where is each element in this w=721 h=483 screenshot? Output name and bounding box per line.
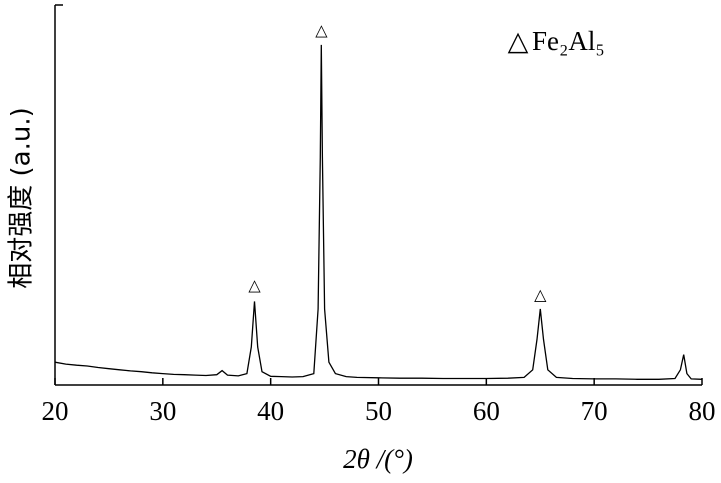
x-tick-label: 80 <box>689 396 716 426</box>
peak-marker: △ <box>248 278 261 295</box>
x-axis-label: 2θ /(°) <box>343 444 413 474</box>
y-axis-label: 相对强度 (a.u.) <box>7 107 37 289</box>
peak-marker: △ <box>534 287 547 304</box>
xrd-line <box>54 44 703 380</box>
x-tick-label: 60 <box>473 396 500 426</box>
x-tick-label: 30 <box>149 396 176 426</box>
legend-marker: △ <box>508 26 529 56</box>
x-tick-label: 50 <box>365 396 392 426</box>
legend-label: Fe₂Al₅ <box>532 26 605 56</box>
x-tick-label: 40 <box>257 396 284 426</box>
peak-marker: △ <box>315 23 328 40</box>
x-tick-label: 20 <box>42 396 69 426</box>
x-tick-label: 70 <box>581 396 608 426</box>
